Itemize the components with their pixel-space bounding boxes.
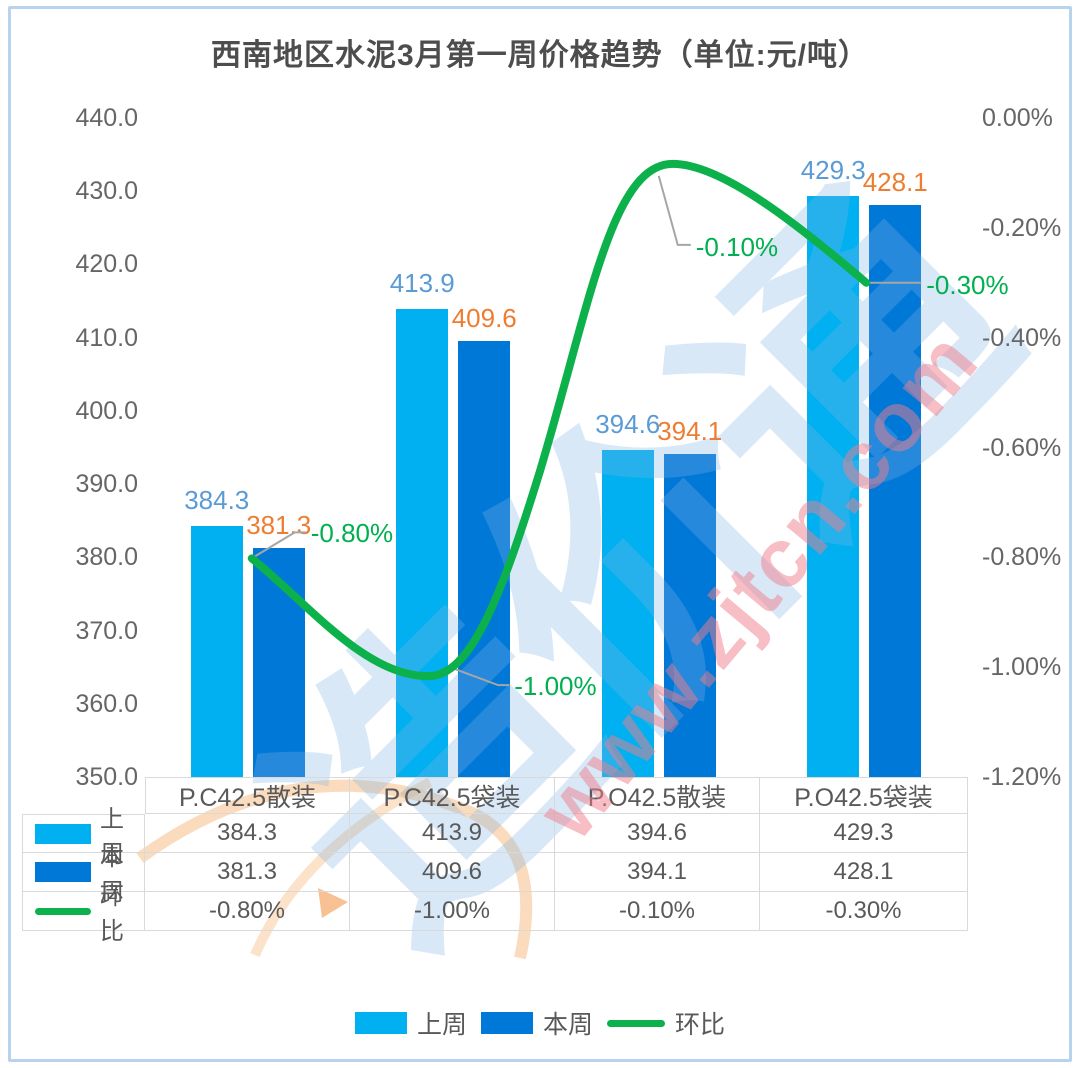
legend-item-label: 本周 [542, 1011, 593, 1039]
bar-value-label: 384.3 [184, 484, 250, 515]
right-axis-tick: -0.80% [982, 543, 1062, 572]
table-cell: 409.6 [350, 853, 555, 892]
legend-swatch-line-icon [607, 1019, 665, 1027]
legend-key-line-icon [35, 907, 91, 915]
right-axis-tick: -1.00% [982, 653, 1062, 682]
table-cell: -1.00% [350, 892, 555, 931]
right-axis-tick: -1.20% [982, 763, 1062, 791]
chart-frame-border [8, 6, 1072, 1062]
table-row-header: 上周 [22, 806, 145, 868]
table-row-header-label: 环比 [100, 883, 124, 945]
table-column-header: P.O42.5散装 [555, 777, 760, 814]
table-column-header: P.O42.5袋装 [760, 777, 968, 814]
legend-item-label: 上周 [416, 1011, 467, 1039]
data-table: P.C42.5散装 P.C42.5袋装 P.O42.5散装 P.O42.5袋装 上周 38… [22, 777, 968, 945]
table-cell: 413.9 [350, 814, 555, 853]
table-row-header: 本周 [22, 844, 145, 906]
left-axis-tick: 430.0 [75, 177, 138, 206]
left-axis-tick: 380.0 [75, 543, 138, 572]
bar-value-label: 394.1 [657, 416, 723, 447]
line-value-label: -0.10% [695, 231, 779, 262]
right-axis-tick: -0.20% [982, 213, 1062, 242]
left-axis-tick: 410.0 [75, 323, 138, 352]
left-axis-tick: 360.0 [75, 689, 138, 718]
left-axis-tick: 440.0 [75, 104, 138, 132]
line-value-label: -1.00% [514, 671, 597, 702]
legend-key-s1-icon [35, 862, 91, 882]
chart-title: 西南地区水泥3月第一周价格趋势（单位:元/吨） [210, 39, 869, 72]
bar-value-label: 409.6 [451, 302, 517, 333]
line-value-label: -0.30% [926, 269, 1009, 300]
table-cell: 429.3 [760, 814, 968, 853]
legend-item: 上周 [354, 1005, 467, 1041]
bar-value-label: 428.1 [862, 167, 928, 198]
table-cell: -0.30% [760, 892, 968, 931]
left-axis-tick: 400.0 [75, 396, 138, 425]
table-cell: -0.10% [555, 892, 760, 931]
bar-last-week-0 [190, 525, 243, 777]
line-value-label: -0.80% [310, 518, 394, 549]
table-cell: 381.3 [145, 853, 350, 892]
bar-value-label: 413.9 [389, 268, 455, 299]
table-column-header: P.C42.5散装 [145, 777, 350, 814]
left-axis-tick: 370.0 [75, 616, 138, 645]
legend-key-s0-icon [35, 823, 91, 844]
bar-this-week-3 [869, 205, 922, 777]
table-cell: -0.80% [145, 892, 350, 931]
right-axis-tick: 0.00% [982, 104, 1053, 132]
table-row-header-label: 本周 [100, 844, 124, 906]
legend-item: 本周 [480, 1005, 593, 1041]
legend-item: 环比 [607, 1005, 725, 1041]
table-cell: 394.6 [555, 814, 760, 853]
right-axis-tick: -0.40% [982, 323, 1062, 352]
chart-legend: 上周 本周 环比 [0, 1005, 1080, 1041]
legend-swatch-s0-icon [354, 1012, 407, 1034]
left-axis-tick: 390.0 [75, 470, 138, 499]
table-row-header-label: 上周 [100, 805, 124, 868]
left-axis-tick: 350.0 [75, 763, 138, 791]
table-cell: 394.1 [555, 853, 760, 892]
legend-item-label: 环比 [675, 1011, 726, 1039]
table-row-header: 环比 [22, 883, 145, 945]
right-axis-tick: -0.60% [982, 433, 1062, 462]
table-cell: 428.1 [760, 853, 968, 892]
table-cell: 384.3 [145, 814, 350, 853]
left-axis-tick: 420.0 [75, 250, 138, 279]
legend-swatch-s1-icon [480, 1012, 533, 1034]
